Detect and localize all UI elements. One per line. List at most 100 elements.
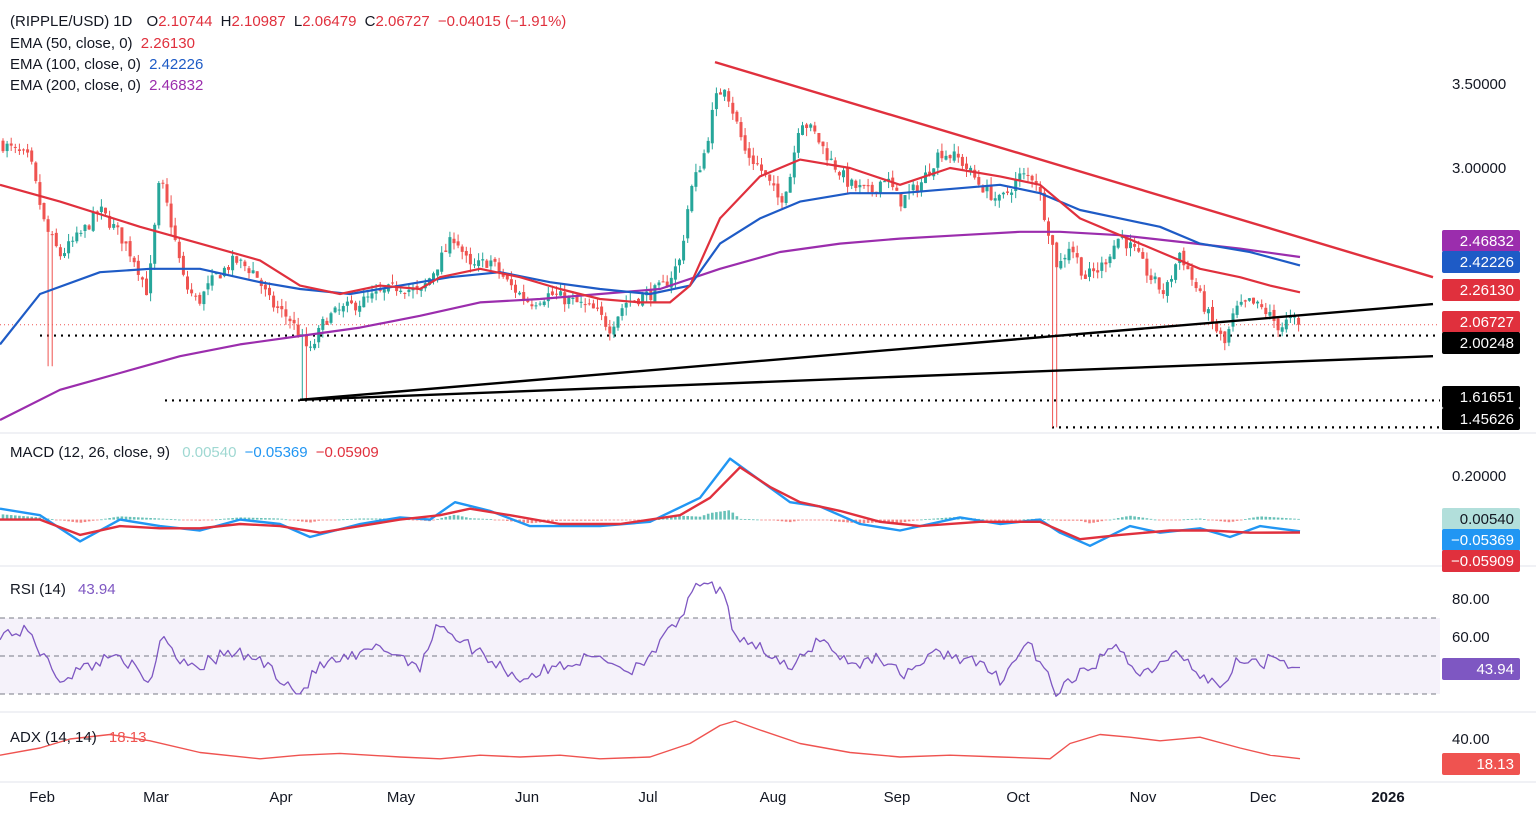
candle-body: [280, 306, 284, 310]
macd-histogram-bar: [481, 518, 484, 520]
macd-histogram-bar: [366, 518, 370, 520]
candle-body: [1198, 288, 1202, 291]
candle-body: [665, 281, 669, 288]
candle-body: [124, 241, 128, 244]
macd-legend[interactable]: MACD (12, 26, close, 9) 0.00540 −0.05369…: [10, 444, 383, 461]
candle-body: [304, 334, 308, 347]
candle-body: [1276, 318, 1280, 331]
candle-body: [1083, 274, 1087, 279]
ema200-legend[interactable]: EMA (200, close, 0) 2.46832: [10, 77, 207, 94]
macd-histogram-bar: [702, 515, 706, 520]
candle-body: [1186, 265, 1190, 270]
candle-body: [67, 241, 71, 254]
macd-histogram-bar: [255, 517, 259, 520]
macd-histogram-bar: [157, 518, 161, 520]
price-badge: 2.06727: [1442, 311, 1520, 333]
macd-histogram-bar: [858, 519, 862, 524]
macd-histogram-bar: [735, 516, 739, 520]
macd-histogram-bar: [903, 519, 907, 523]
rsi-panel[interactable]: [0, 581, 1440, 697]
open-value: 2.10744: [158, 13, 213, 30]
candle-body: [177, 241, 181, 259]
macd-histogram-bar: [1190, 518, 1194, 520]
macd-histogram-bar: [9, 515, 13, 520]
candle-body: [776, 183, 780, 198]
candle-body: [1067, 248, 1071, 261]
candle-body: [620, 308, 624, 316]
macd-histogram-bar: [485, 518, 489, 520]
candle-body: [772, 183, 776, 186]
candle-body: [1243, 300, 1247, 302]
candle-body: [1182, 250, 1186, 266]
macd-histogram-bar: [202, 519, 206, 521]
macd-panel[interactable]: [0, 457, 1301, 547]
candle-body: [719, 92, 722, 95]
macd-badge: −0.05369: [1442, 529, 1520, 551]
axis-layer: 3.500003.000000.2000080.0060.0040.0040.0…: [29, 76, 1520, 806]
macd-histogram-bar: [583, 519, 587, 521]
macd-histogram-bar: [1174, 519, 1177, 521]
candle-body: [600, 306, 604, 315]
macd-histogram-bar: [55, 519, 58, 521]
macd-histogram-bar: [26, 516, 29, 520]
candle-body: [1227, 329, 1231, 343]
rsi-legend[interactable]: RSI (14) 43.94: [10, 581, 120, 598]
candle-body: [198, 294, 202, 304]
candle-body: [79, 232, 83, 234]
candle-body: [1104, 262, 1108, 265]
price-panel[interactable]: [0, 61, 1440, 429]
macd-histogram-bar: [1010, 519, 1013, 521]
candle-body: [817, 133, 821, 143]
candle-body: [952, 151, 956, 161]
ema50-value: 2.26130: [140, 35, 195, 52]
rsi-line: [0, 581, 1300, 697]
macd-histogram-bar: [916, 519, 919, 521]
candle-body: [481, 259, 485, 261]
adx-legend[interactable]: ADX (14, 14) 18.13: [10, 729, 150, 746]
macd-histogram-bar: [1084, 519, 1087, 523]
price-badge-bg: [1442, 332, 1520, 354]
candle-body: [112, 224, 116, 228]
macd-histogram-bar: [120, 516, 124, 520]
macd-histogram-bar: [608, 519, 612, 521]
candle-body: [747, 148, 751, 158]
macd-histogram-bar: [1137, 517, 1140, 520]
macd-histogram-bar: [1075, 519, 1079, 521]
macd-badge-bg: [1442, 529, 1520, 551]
candle-body: [1280, 327, 1284, 332]
candle-body: [1129, 242, 1132, 249]
macd-histogram-bar: [711, 512, 714, 520]
ema100-legend[interactable]: EMA (100, close, 0) 2.42226: [10, 56, 207, 73]
macd-histogram-bar: [50, 519, 54, 520]
candle-body: [1190, 267, 1194, 280]
candle-body: [735, 111, 739, 122]
candle-body: [567, 297, 571, 305]
adx-panel[interactable]: [0, 720, 1301, 760]
rsi-tick-label: 60.00: [1452, 629, 1490, 646]
ema50-legend[interactable]: EMA (50, close, 0) 2.26130: [10, 35, 199, 52]
macd-histogram-bar: [604, 519, 607, 521]
candle-body: [288, 318, 292, 322]
candle-body: [87, 225, 91, 230]
macd-histogram-bar: [633, 519, 636, 521]
candle-body: [235, 256, 239, 263]
candle-body: [940, 150, 944, 159]
macd-histogram-bar: [325, 519, 329, 521]
candle-body: [657, 282, 661, 286]
candle-body: [956, 153, 960, 158]
macd-histogram-bar: [624, 519, 628, 521]
macd-histogram-bar: [71, 519, 74, 522]
macd-histogram-bar: [18, 515, 21, 520]
candle-body: [612, 326, 616, 335]
macd-histogram-bar: [153, 518, 156, 520]
candle-body: [944, 155, 948, 160]
macd-histogram-bar: [1149, 518, 1153, 520]
adx-badge-text: 18.13: [1476, 756, 1514, 773]
candle-body: [1235, 305, 1239, 315]
candle-body: [120, 227, 124, 244]
macd-histogram-bar: [1125, 516, 1128, 520]
macd-histogram-bar: [342, 519, 345, 521]
macd-histogram-bar: [1014, 519, 1017, 521]
candle-body: [382, 289, 386, 293]
